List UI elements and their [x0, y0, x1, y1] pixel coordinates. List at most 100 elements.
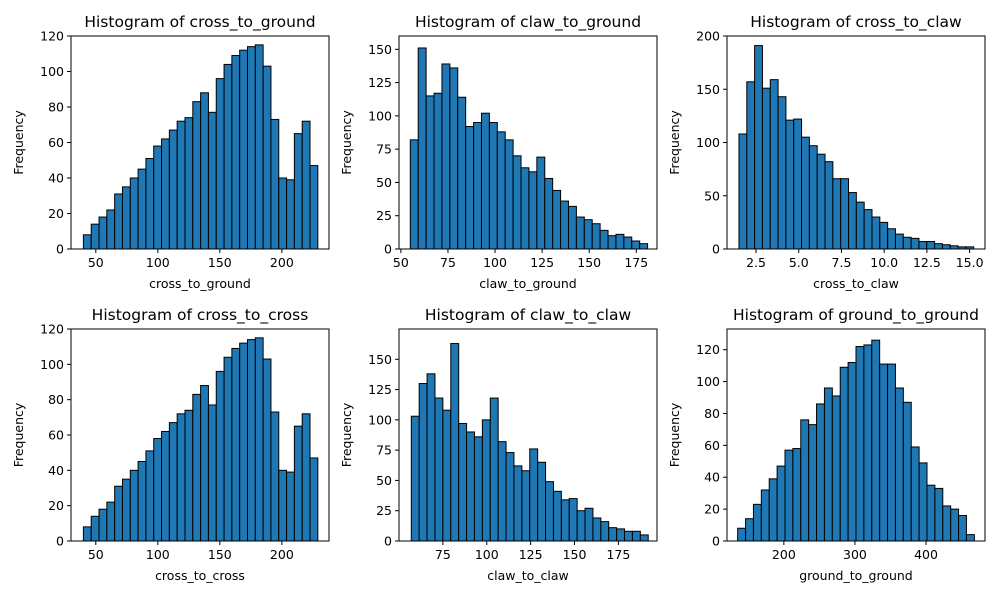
histogram-bar	[745, 518, 754, 542]
y-tick-label: 100	[696, 374, 720, 389]
x-tick-label: 175	[624, 255, 648, 270]
histogram-bar	[433, 92, 443, 250]
histogram-bar	[950, 508, 960, 542]
histogram-bar	[832, 178, 842, 250]
x-axis-label: cross_to_cross	[155, 568, 245, 583]
histogram-bar	[584, 507, 594, 542]
histogram-bar	[552, 189, 562, 250]
y-tick-label: 60	[48, 135, 64, 150]
histogram-bar	[465, 126, 475, 250]
x-tick-label: 400	[914, 547, 938, 562]
y-axis-label: Frequency	[667, 110, 682, 175]
x-tick-label: 10.0	[870, 255, 898, 270]
histogram-bar	[286, 179, 295, 250]
x-tick-label: 50	[393, 255, 409, 270]
y-axis-label: Frequency	[339, 402, 354, 467]
histogram-bar	[82, 526, 92, 542]
chart-title: Histogram of ground_to_ground	[733, 306, 979, 325]
y-tick-label: 0	[384, 242, 392, 257]
y-tick-label: 40	[48, 171, 64, 186]
x-tick-label: 2.5	[746, 255, 766, 270]
histogram-bar	[207, 111, 217, 250]
histogram-bar	[528, 171, 538, 250]
x-tick-label: 200	[270, 255, 294, 270]
histogram-bar	[887, 228, 896, 250]
histogram-bar	[512, 155, 522, 250]
histogram-bar	[286, 471, 295, 542]
y-tick-label: 25	[376, 503, 392, 518]
histogram-bar	[262, 358, 272, 542]
histogram-bar	[417, 47, 427, 250]
histogram-bar	[910, 237, 920, 250]
x-tick-label: 100	[146, 547, 170, 562]
histogram-bar	[168, 422, 178, 542]
histogram-bar	[879, 221, 889, 250]
histogram-bar	[823, 387, 833, 542]
histogram-bar	[754, 45, 763, 250]
histogram-bar	[639, 534, 649, 542]
x-tick-label: 150	[208, 547, 232, 562]
histogram-bar	[639, 243, 649, 250]
histogram-bar	[746, 81, 756, 250]
x-tick-label: 200	[270, 547, 294, 562]
histogram-panel: 75 100 125 150 175 0 25 50 75 100 125 150 Histogram …	[339, 306, 658, 583]
histogram-bar	[616, 528, 626, 542]
histogram-bar	[254, 337, 264, 542]
histogram-bar	[247, 46, 256, 250]
histogram-bar	[497, 441, 507, 542]
histogram-bar	[293, 133, 303, 250]
histogram-bar	[153, 438, 163, 542]
histogram-bar	[816, 403, 825, 542]
x-tick-label: 100	[146, 255, 170, 270]
histogram-bar	[425, 95, 435, 250]
histogram-bar	[247, 339, 256, 542]
histogram-bar	[192, 101, 202, 250]
x-tick-label: 175	[606, 547, 630, 562]
histogram-bar	[489, 397, 499, 542]
histogram-bar	[537, 461, 547, 542]
histogram-bar	[902, 401, 912, 542]
x-tick-label: 75	[440, 255, 456, 270]
histogram-bar	[583, 219, 593, 250]
histogram-bar	[270, 411, 280, 542]
y-tick-label: 120	[40, 29, 64, 44]
y-tick-label: 75	[376, 443, 392, 458]
histogram-bar	[254, 44, 264, 250]
chart-title: Histogram of cross_to_cross	[92, 306, 309, 325]
histogram-bar	[631, 240, 641, 250]
histogram-bar	[239, 342, 249, 542]
histogram-bar	[161, 430, 170, 542]
histogram-bar	[450, 343, 460, 542]
histogram-bar	[816, 153, 826, 250]
histogram-bar	[270, 118, 280, 250]
histogram-bar	[215, 78, 225, 250]
histogram-bar	[792, 448, 802, 542]
histogram-bar	[434, 397, 444, 542]
x-tick-label: 12.5	[913, 255, 941, 270]
histogram-bar	[769, 79, 779, 250]
x-axis-label: ground_to_ground	[799, 568, 913, 583]
x-tick-label: 200	[772, 547, 796, 562]
y-tick-label: 200	[696, 29, 720, 44]
histogram-panel: 50 100 150 200 0 20 40 60 80 100 120 Histogram of c…	[11, 306, 330, 583]
histogram-bar	[958, 515, 967, 542]
x-tick-label: 150	[208, 255, 232, 270]
histogram-bar	[505, 452, 515, 542]
histogram-bar	[106, 209, 116, 250]
histogram-bar	[466, 431, 475, 542]
histogram-bar	[560, 200, 569, 250]
histogram-bar	[592, 517, 602, 542]
histogram-bar	[145, 450, 155, 542]
histogram-bar	[536, 156, 546, 250]
histogram-bar	[114, 193, 123, 250]
y-tick-label: 50	[376, 175, 392, 190]
histogram-bar	[176, 413, 186, 542]
y-tick-label: 150	[696, 82, 720, 97]
histogram-bar	[176, 120, 186, 250]
histogram-bar	[737, 527, 747, 542]
histogram-bar	[513, 465, 523, 542]
histogram-bar	[910, 446, 920, 542]
histogram-bar	[575, 216, 585, 250]
x-tick-label: 125	[519, 547, 543, 562]
